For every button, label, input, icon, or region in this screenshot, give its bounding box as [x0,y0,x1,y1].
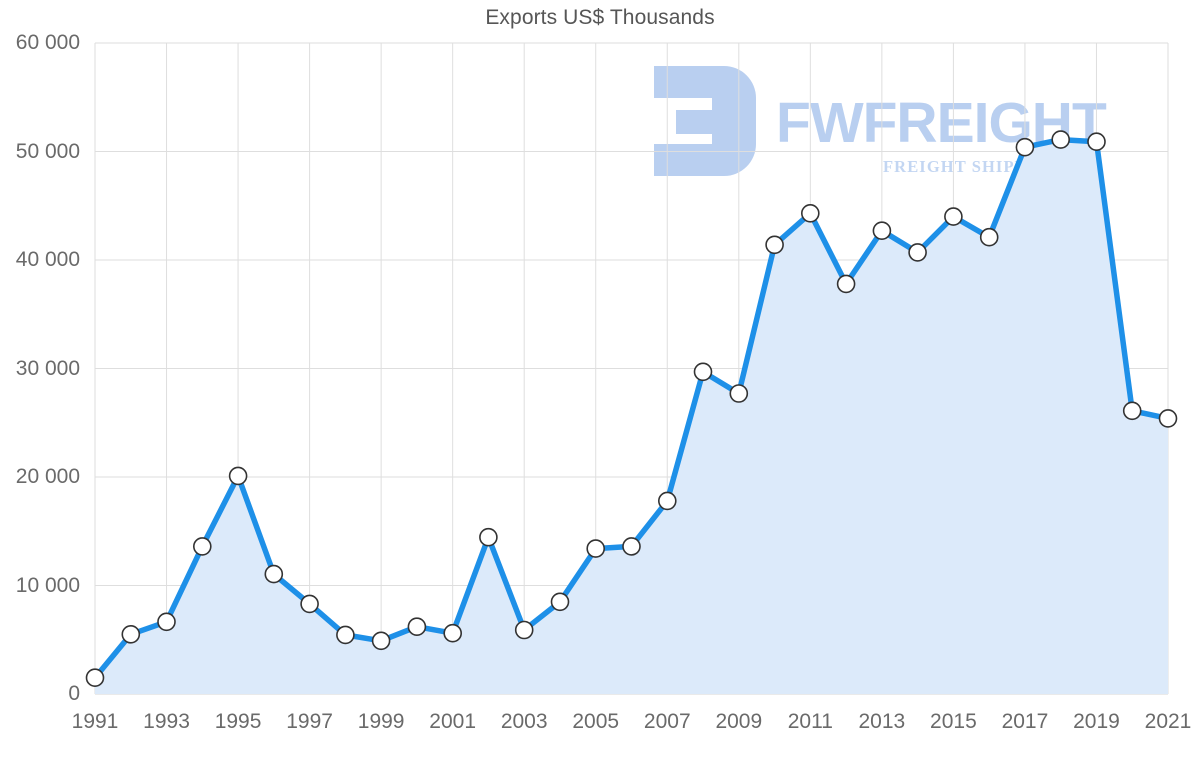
data-point-marker[interactable] [157,612,176,632]
data-point-marker[interactable] [228,466,248,486]
data-point-marker[interactable] [693,362,713,382]
x-tick-label: 2017 [1001,710,1049,733]
x-tick-label: 2009 [715,710,763,733]
data-point-marker[interactable] [872,221,892,240]
y-tick-label: 60 000 [15,31,80,54]
data-point-marker[interactable] [836,274,856,294]
x-tick-label: 2011 [787,710,833,733]
x-tick-label: 2003 [500,710,548,733]
y-tick-label: 0 [68,682,80,705]
data-point-marker[interactable] [300,594,319,614]
area-fill [95,139,1168,695]
x-tick-label: 2007 [643,710,691,733]
x-tick-label: 2013 [858,710,906,733]
x-tick-label: 2005 [572,710,620,733]
y-tick-label: 40 000 [15,248,80,271]
data-point-marker[interactable] [1087,132,1106,151]
y-tick-label: 30 000 [15,356,80,380]
data-point-marker[interactable] [1158,409,1178,428]
data-point-marker[interactable] [729,384,749,403]
data-point-marker[interactable] [622,537,641,556]
x-tick-label: 1991 [71,710,119,733]
y-tick-label: 50 000 [15,139,80,163]
y-tick-label: 10 000 [15,573,80,597]
x-tick-label: 2015 [930,710,977,733]
data-point-marker[interactable] [514,620,534,640]
data-point-marker[interactable] [1122,401,1142,421]
data-point-marker[interactable] [264,564,284,584]
data-point-marker[interactable] [193,537,212,556]
data-point-marker[interactable] [944,207,963,226]
data-point-marker[interactable] [800,204,820,223]
x-tick-label: 1999 [357,710,405,733]
chart-title: Exports US$ Thousands [485,6,715,29]
data-point-marker[interactable] [407,617,427,637]
x-tick-label: 1993 [143,710,190,733]
data-point-marker[interactable] [979,227,999,247]
data-point-marker[interactable] [336,625,355,645]
data-point-marker[interactable] [479,527,498,547]
data-point-marker[interactable] [443,623,463,643]
x-tick-label: 2001 [429,710,477,733]
x-tick-label: 1995 [214,710,262,733]
x-tick-label: 2019 [1073,710,1120,733]
data-point-marker[interactable] [586,539,606,558]
data-point-marker[interactable] [1015,137,1035,157]
x-tick-label: 1997 [286,710,333,733]
y-tick-label: 20 000 [15,465,80,488]
x-tick-label: 2021 [1144,710,1192,733]
data-point-marker[interactable] [550,592,570,612]
data-point-marker[interactable] [657,491,677,511]
data-point-marker[interactable] [1051,130,1070,149]
data-point-marker[interactable] [371,631,391,651]
data-point-marker[interactable] [85,668,105,688]
data-point-marker[interactable] [121,624,141,644]
data-point-marker[interactable] [908,243,927,262]
data-point-marker[interactable] [765,235,784,255]
data-point-markers [85,130,1178,688]
